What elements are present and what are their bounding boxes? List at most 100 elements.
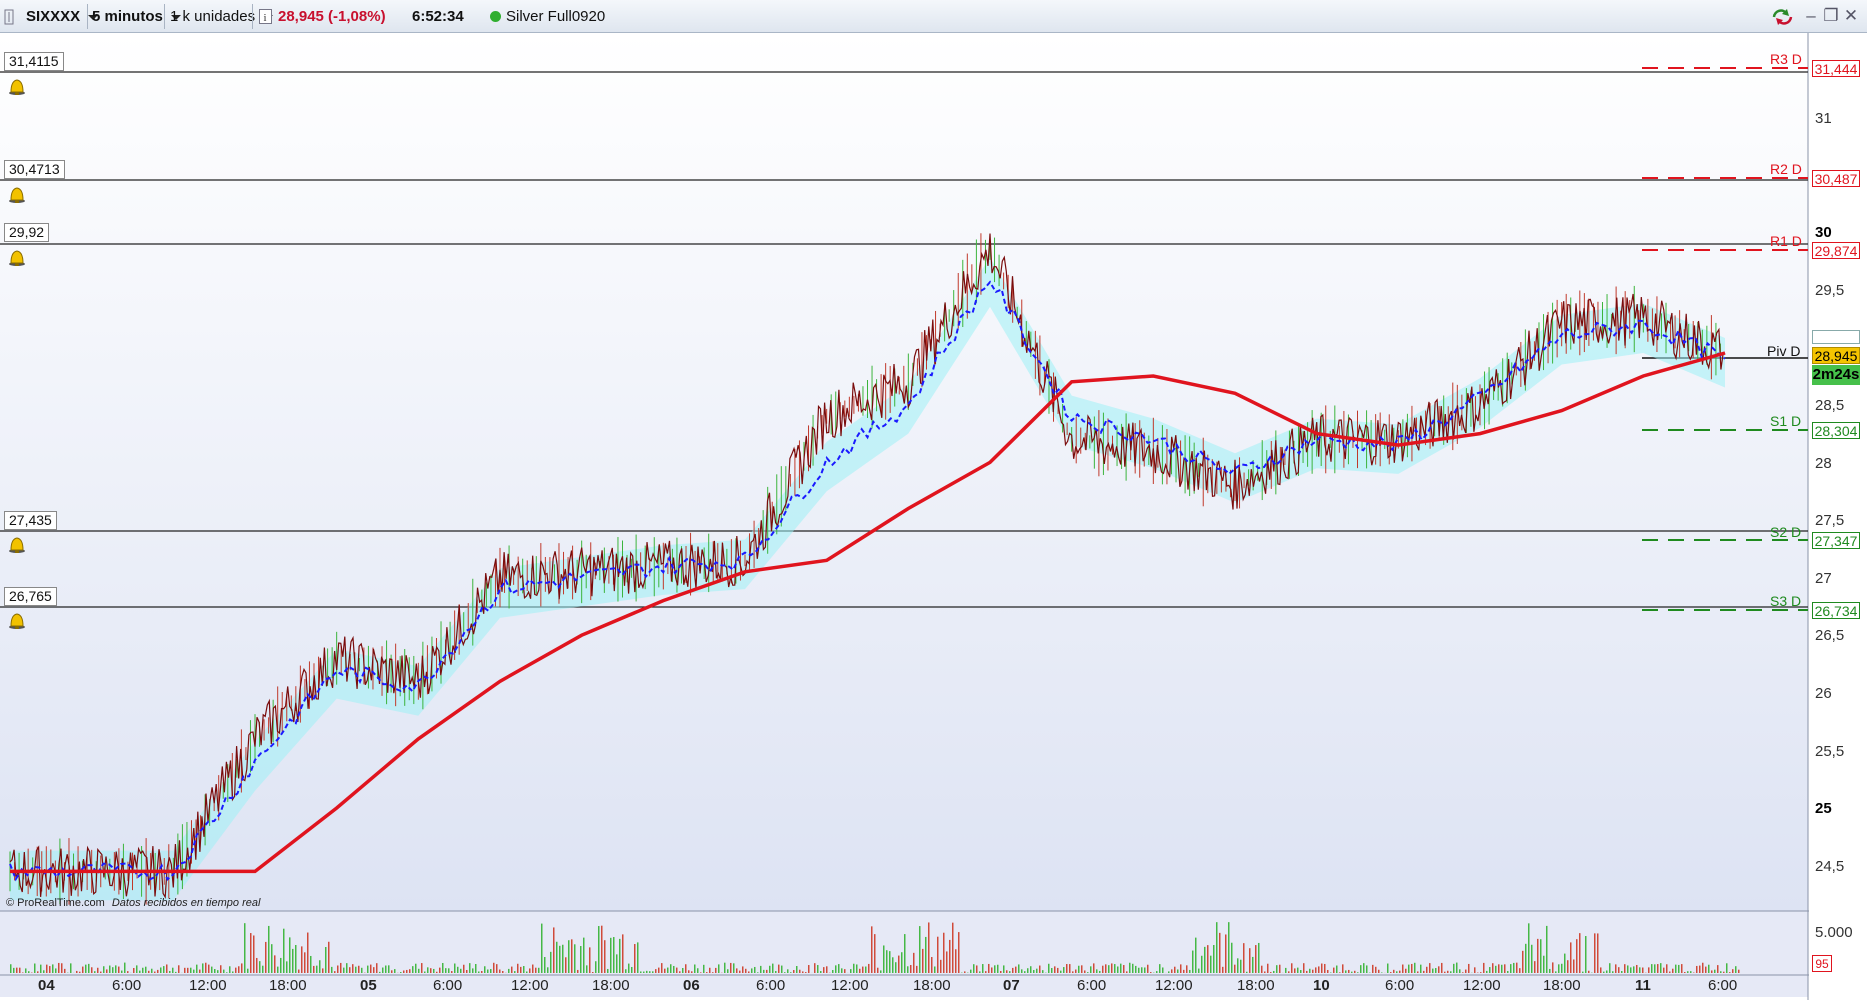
alert-level-label[interactable]: 29,92 [4, 223, 49, 242]
minimize-button[interactable]: – [1802, 7, 1820, 25]
volume-bar [1567, 960, 1569, 973]
volume-bar [304, 952, 306, 973]
bell-icon[interactable] [8, 248, 26, 266]
volume-bar [1120, 964, 1122, 973]
volume-bar [898, 956, 900, 973]
volume-bar [874, 934, 876, 973]
volume-bar [1255, 945, 1257, 973]
volume-bar [787, 969, 789, 973]
volume-bar [1525, 944, 1527, 973]
volume-bar [1312, 970, 1314, 973]
restore-button[interactable]: ❐ [1822, 7, 1840, 25]
units-selector[interactable]: 1 k unidades [170, 4, 273, 29]
volume-bar [286, 961, 288, 973]
volume-bar [1012, 968, 1014, 973]
volume-bar [1501, 965, 1503, 973]
volume-bar [835, 965, 837, 973]
volume-bar [907, 966, 909, 973]
info-button[interactable]: i [259, 4, 272, 29]
volume-bar [571, 939, 573, 973]
volume-bar [1132, 964, 1134, 973]
volume-bar [1096, 969, 1098, 973]
volume-bar [1459, 969, 1461, 973]
volume-bar [1681, 964, 1683, 973]
volume-bar [133, 968, 135, 973]
volume-bar [1195, 938, 1197, 973]
interval-selector[interactable]: 5 minutos [92, 4, 181, 29]
volume-bar [1258, 943, 1260, 973]
volume-bar [1162, 967, 1164, 973]
volume-bar [97, 968, 99, 973]
volume-bar [769, 966, 771, 973]
volume-bar [577, 970, 579, 973]
volume-bar [766, 970, 768, 973]
sync-icon[interactable] [1770, 7, 1796, 25]
volume-bar [886, 950, 888, 973]
volume-bar [421, 963, 423, 973]
volume-bar [706, 972, 708, 973]
volume-bar [1540, 939, 1542, 973]
volume-bar [1000, 971, 1002, 973]
volume-bar [274, 955, 276, 973]
volume-bar [493, 963, 495, 973]
volume-bar [742, 966, 744, 973]
copyright-notice: © ProRealTime.com Datos recibidos en tie… [6, 897, 260, 909]
r2-price-tag: 30,487 [1812, 170, 1860, 187]
volume-bar [1441, 963, 1443, 973]
volume-bar [1327, 970, 1329, 973]
volume-bar [1642, 968, 1644, 973]
volume-bar [412, 966, 414, 973]
volume-bar [349, 967, 351, 973]
bell-icon[interactable] [8, 77, 26, 95]
volume-bar [655, 969, 657, 973]
alert-level-label[interactable]: 30,4713 [4, 160, 65, 179]
volume-bar [1192, 951, 1194, 973]
alert-level-label[interactable]: 31,4115 [4, 52, 64, 71]
volume-bar [1411, 964, 1413, 973]
volume-bar [439, 968, 441, 973]
units-label: 1 k unidades [170, 8, 255, 25]
bell-icon[interactable] [8, 185, 26, 203]
volume-bar [40, 965, 42, 973]
alert-level-label[interactable]: 27,435 [4, 511, 57, 530]
chart-area[interactable] [0, 33, 1867, 1000]
volume-bar [295, 945, 297, 973]
volume-bar [1141, 967, 1143, 973]
volume-bar [823, 967, 825, 973]
volume-bar [382, 968, 384, 973]
volume-bar [280, 958, 282, 973]
bell-icon[interactable] [8, 535, 26, 553]
volume-bar [943, 933, 945, 973]
volume-bar [1585, 936, 1587, 973]
volume-bar [838, 964, 840, 973]
volume-tick: 5.000 [1815, 924, 1853, 941]
bell-icon[interactable] [8, 611, 26, 629]
alert-level-label[interactable]: 26,765 [4, 587, 57, 606]
volume-bar [1252, 957, 1254, 973]
volume-bar [778, 965, 780, 973]
volume-bar [583, 938, 585, 973]
volume-bar [1243, 943, 1245, 973]
grip-icon[interactable] [4, 4, 20, 29]
close-button[interactable]: ✕ [1842, 7, 1860, 25]
volume-bar [982, 964, 984, 973]
volume-bar [250, 933, 252, 973]
time-tick: 12:00 [1463, 977, 1501, 994]
volume-bar [790, 972, 792, 973]
status-dot-icon [490, 11, 501, 22]
volume-bar [574, 944, 576, 973]
volume-bar [160, 967, 162, 973]
volume-bar [1396, 971, 1398, 973]
volume-bar [607, 969, 609, 973]
price-chart[interactable] [0, 33, 1867, 1000]
volume-bar [1402, 965, 1404, 973]
volume-bar [793, 970, 795, 973]
volume-bar [694, 964, 696, 973]
volume-bar [1198, 969, 1200, 973]
volume-bar [532, 965, 534, 973]
volume-bar [1261, 966, 1263, 973]
volume-bar [925, 937, 927, 973]
pivot-r2-label: R2 D [1770, 161, 1802, 177]
volume-bar [1357, 972, 1359, 973]
volume-bar [1639, 967, 1641, 973]
